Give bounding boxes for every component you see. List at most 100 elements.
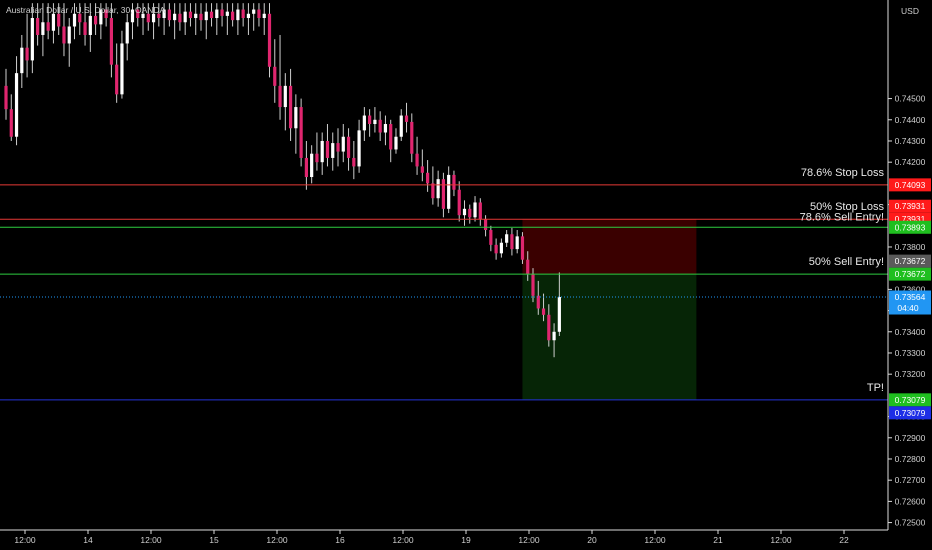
candle (78, 3, 82, 35)
candle (310, 145, 314, 184)
candles-layer (4, 3, 561, 358)
candle-body-up (341, 136, 345, 152)
candle-body-down (157, 13, 161, 19)
position-zones (522, 219, 697, 400)
candle (151, 3, 156, 40)
candle-body-up (320, 140, 324, 163)
chart-title: Australian Dollar / U.S. Dollar, 30, OAN… (6, 5, 166, 15)
candle-body-down (273, 66, 277, 86)
candle (194, 3, 198, 35)
currency-label: USD (901, 6, 919, 16)
candle (25, 13, 29, 78)
candle (457, 181, 461, 222)
candle-body-up (262, 13, 266, 19)
candle-body-down (441, 179, 446, 209)
candle (368, 109, 372, 137)
time-axis[interactable] (0, 530, 888, 550)
y-tick-label: 0.72700 (895, 475, 926, 485)
candle-body-down (368, 115, 372, 125)
candle-body-up (141, 13, 145, 19)
candle (404, 102, 409, 133)
candle-body-up (515, 236, 519, 250)
candle (362, 107, 366, 141)
y-tick-label: 0.73800 (895, 242, 926, 252)
candle-body-up (473, 202, 477, 218)
candle (231, 3, 235, 27)
x-tick-label: 12:00 (770, 535, 792, 545)
candle (436, 170, 440, 207)
price-tags-layer: 0.740930.739310.738930.736720.730790.739… (889, 178, 931, 420)
candle (515, 230, 519, 254)
candle (399, 109, 403, 141)
candle (236, 3, 240, 35)
candle (220, 3, 224, 27)
candle (389, 119, 393, 163)
candle-body-down (146, 13, 150, 23)
level-name: 78.6% Sell Entry! (800, 211, 884, 223)
candle-body-down (325, 140, 330, 158)
take-profit-zone (522, 274, 697, 400)
candle (72, 3, 77, 40)
candle-body-down (220, 9, 224, 16)
candle-body-down (404, 115, 409, 122)
level-price-tag: 0.74093 (895, 180, 926, 190)
candle-body-up (162, 9, 166, 19)
candle (357, 119, 361, 173)
candle (125, 13, 129, 61)
candle-body-up (215, 9, 219, 19)
y-tick-label: 0.72600 (895, 496, 926, 506)
candle-body-down (494, 244, 498, 254)
candle (36, 3, 40, 46)
stop-loss-zone (522, 219, 697, 275)
candle (394, 128, 398, 154)
candle (378, 111, 382, 141)
candle-body-down (536, 295, 540, 309)
candle-body-up (552, 331, 556, 341)
candle (93, 3, 98, 35)
candle-body-down (541, 308, 546, 315)
candle-body-down (457, 189, 461, 216)
x-tick-label: 12:00 (644, 535, 666, 545)
candle (452, 170, 456, 197)
candle (51, 3, 56, 44)
y-tick-label: 0.74200 (895, 157, 926, 167)
candle-body-up (14, 73, 19, 137)
extra-price-tag: 0.73672 (895, 256, 926, 266)
candle-body-down (489, 230, 493, 245)
level-price-tag: 0.73931 (895, 214, 926, 224)
candle-body-down (346, 136, 351, 158)
level-price-tag-bg (889, 220, 931, 234)
candle-body-down (352, 157, 356, 167)
candle (167, 3, 171, 27)
candle-body-down (547, 314, 551, 341)
candle-body-up (399, 115, 403, 137)
candle-body-down (510, 234, 514, 250)
candle-body-down (426, 172, 430, 184)
candle (278, 34, 282, 120)
candle-body-down (199, 13, 203, 21)
candle (4, 68, 8, 120)
candle-body-up (72, 13, 77, 27)
x-tick-label: 12:00 (518, 535, 540, 545)
candle (57, 3, 61, 35)
y-tick-label: 0.72800 (895, 454, 926, 464)
candle (441, 172, 446, 218)
candle (204, 3, 208, 40)
candle-body-up (383, 124, 388, 133)
candle-body-down (109, 18, 113, 65)
candle (325, 124, 330, 167)
candle (489, 225, 493, 252)
candle (62, 3, 66, 57)
x-tick-label: 12:00 (140, 535, 162, 545)
candle-body-down (46, 22, 50, 31)
candle (373, 107, 377, 133)
candle-body-down (167, 9, 171, 21)
candle-body-up (557, 297, 561, 332)
candle-body-up (151, 13, 156, 23)
candle (426, 160, 430, 192)
candle (162, 3, 166, 35)
candle (88, 3, 92, 52)
candle-body-up (88, 15, 92, 35)
